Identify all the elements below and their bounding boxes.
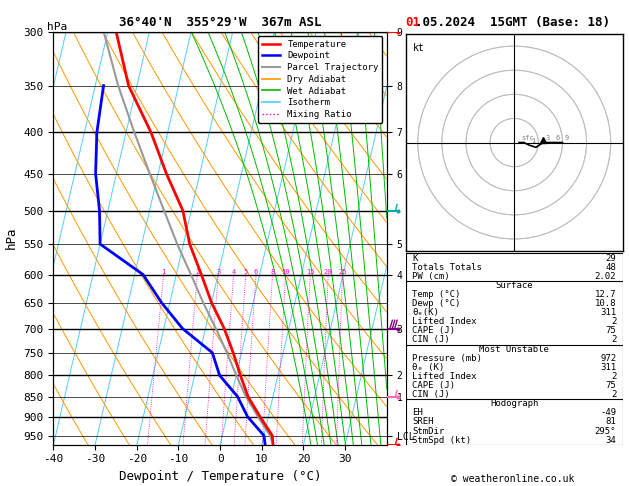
Text: 10: 10 xyxy=(281,269,290,275)
Text: K: K xyxy=(412,254,418,262)
Text: 81: 81 xyxy=(606,417,616,426)
Text: 2: 2 xyxy=(611,335,616,345)
Text: CAPE (J): CAPE (J) xyxy=(412,381,455,390)
Text: 5: 5 xyxy=(243,269,248,275)
Text: Totals Totals: Totals Totals xyxy=(412,262,482,272)
Text: -49: -49 xyxy=(600,408,616,417)
Text: Lifted Index: Lifted Index xyxy=(412,317,477,326)
Text: 25: 25 xyxy=(338,269,347,275)
Text: 311: 311 xyxy=(600,363,616,372)
Text: Pressure (mb): Pressure (mb) xyxy=(412,354,482,363)
Text: θₑ (K): θₑ (K) xyxy=(412,363,445,372)
Y-axis label: km
ASL: km ASL xyxy=(417,229,438,247)
Text: 6: 6 xyxy=(254,269,258,275)
Text: 75: 75 xyxy=(606,381,616,390)
Text: 8: 8 xyxy=(270,269,275,275)
Text: 75: 75 xyxy=(606,327,616,335)
X-axis label: Dewpoint / Temperature (°C): Dewpoint / Temperature (°C) xyxy=(119,470,321,483)
Text: 6: 6 xyxy=(555,135,559,141)
Text: 15: 15 xyxy=(306,269,314,275)
Text: SREH: SREH xyxy=(412,417,434,426)
Text: © weatheronline.co.uk: © weatheronline.co.uk xyxy=(451,473,574,484)
Text: CAPE (J): CAPE (J) xyxy=(412,327,455,335)
Text: 3: 3 xyxy=(545,135,550,141)
Text: 4: 4 xyxy=(231,269,236,275)
Text: sfc: sfc xyxy=(521,135,534,141)
Text: StmSpd (kt): StmSpd (kt) xyxy=(412,435,471,445)
Text: Surface: Surface xyxy=(496,281,533,290)
Legend: Temperature, Dewpoint, Parcel Trajectory, Dry Adiabat, Wet Adiabat, Isotherm, Mi: Temperature, Dewpoint, Parcel Trajectory… xyxy=(259,36,382,122)
Text: 12.7: 12.7 xyxy=(594,290,616,299)
Text: 10.8: 10.8 xyxy=(594,299,616,308)
Text: StmDir: StmDir xyxy=(412,427,445,435)
Text: 20: 20 xyxy=(324,269,333,275)
Text: 3: 3 xyxy=(216,269,220,275)
Text: 295°: 295° xyxy=(594,427,616,435)
Text: 1: 1 xyxy=(162,269,166,275)
Text: Most Unstable: Most Unstable xyxy=(479,345,549,354)
Text: 311: 311 xyxy=(600,308,616,317)
Text: CIN (J): CIN (J) xyxy=(412,335,450,345)
Text: Dewp (°C): Dewp (°C) xyxy=(412,299,460,308)
Text: Hodograph: Hodograph xyxy=(490,399,538,408)
Text: 36°40'N  355°29'W  367m ASL: 36°40'N 355°29'W 367m ASL xyxy=(119,16,321,29)
Text: hPa: hPa xyxy=(47,22,67,32)
Text: 34: 34 xyxy=(606,435,616,445)
Text: Lifted Index: Lifted Index xyxy=(412,372,477,381)
Text: CIN (J): CIN (J) xyxy=(412,390,450,399)
Text: 1: 1 xyxy=(531,138,535,143)
Y-axis label: hPa: hPa xyxy=(5,227,18,249)
Text: .05.2024  15GMT (Base: 18): .05.2024 15GMT (Base: 18) xyxy=(415,16,610,29)
Text: 29: 29 xyxy=(606,254,616,262)
Text: 2.02: 2.02 xyxy=(594,272,616,281)
Text: kt: kt xyxy=(413,43,425,53)
Text: EH: EH xyxy=(412,408,423,417)
Text: 48: 48 xyxy=(606,262,616,272)
Text: 2: 2 xyxy=(611,372,616,381)
Text: PW (cm): PW (cm) xyxy=(412,272,450,281)
Text: θₑ(K): θₑ(K) xyxy=(412,308,439,317)
Text: 2: 2 xyxy=(195,269,199,275)
Text: 2: 2 xyxy=(611,317,616,326)
Text: 972: 972 xyxy=(600,354,616,363)
Text: 9: 9 xyxy=(565,135,569,141)
Text: 01: 01 xyxy=(406,16,421,29)
Text: Temp (°C): Temp (°C) xyxy=(412,290,460,299)
Text: 2: 2 xyxy=(611,390,616,399)
